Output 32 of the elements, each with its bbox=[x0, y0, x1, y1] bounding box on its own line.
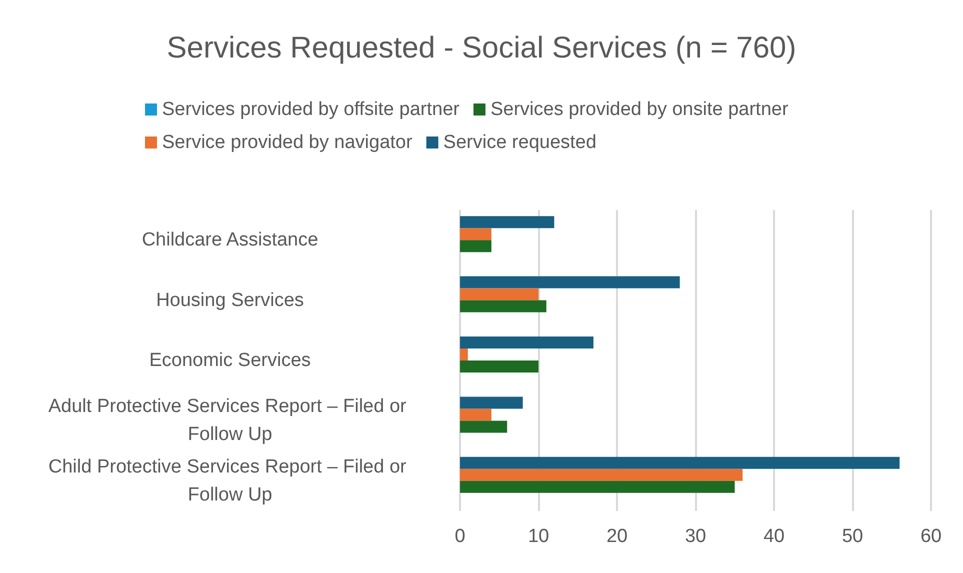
bar bbox=[460, 288, 538, 300]
x-tick-label: 60 bbox=[920, 526, 942, 547]
bar bbox=[460, 408, 492, 421]
y-tick-label: Adult Protective Services Report – Filed or Follow Up bbox=[48, 396, 412, 446]
legend-label: Services provided by onsite partner bbox=[490, 99, 789, 120]
y-tick-label: Economic Services bbox=[149, 350, 311, 371]
x-tick-label: 30 bbox=[684, 526, 706, 547]
bar bbox=[460, 240, 492, 252]
legend-label: Service provided by navigator bbox=[162, 132, 413, 153]
bar bbox=[460, 216, 554, 228]
bar bbox=[460, 348, 468, 360]
bar bbox=[460, 276, 680, 288]
bar bbox=[460, 468, 743, 481]
bar bbox=[460, 396, 523, 409]
x-tick-label: 40 bbox=[763, 526, 785, 547]
x-tick-label: 10 bbox=[528, 526, 550, 547]
bar bbox=[460, 360, 538, 372]
bar bbox=[460, 228, 492, 240]
bar bbox=[460, 300, 546, 312]
y-tick-label: Child Protective Services Report – Filed or Follow Up bbox=[48, 456, 412, 506]
legend-label: Services provided by offsite partner bbox=[162, 99, 460, 120]
y-tick-label: Housing Services bbox=[156, 290, 304, 311]
x-tick-label: 0 bbox=[454, 526, 466, 547]
legend-label: Service requested bbox=[443, 132, 596, 153]
bar bbox=[460, 336, 594, 348]
x-tick-label: 20 bbox=[606, 526, 628, 547]
x-tick-label: 50 bbox=[842, 526, 864, 547]
bar bbox=[460, 456, 900, 469]
chart-title: Services Requested - Social Services (n = 760) bbox=[166, 32, 796, 64]
y-tick-label: Childcare Assistance bbox=[142, 230, 318, 251]
bar bbox=[460, 420, 508, 433]
bar bbox=[460, 480, 735, 493]
